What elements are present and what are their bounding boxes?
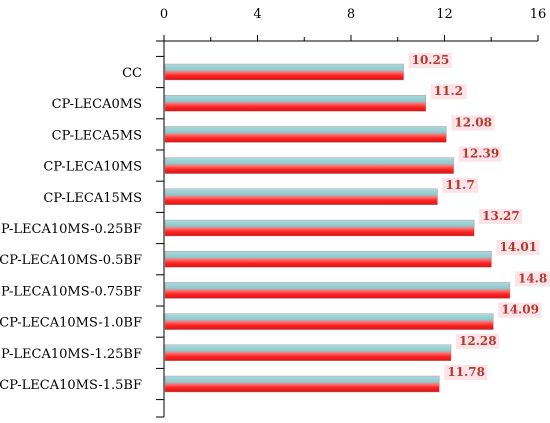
data-label-background bbox=[496, 240, 540, 256]
x-tick-label: 0 bbox=[160, 7, 168, 22]
bar bbox=[164, 94, 426, 112]
data-label: 14.01 bbox=[499, 240, 537, 254]
data-label: 11.7 bbox=[445, 178, 474, 192]
data-label-background bbox=[458, 146, 502, 162]
data-label-background bbox=[430, 84, 467, 100]
data-label: 12.08 bbox=[454, 115, 492, 129]
category-label: CP-LECA10MS-1.5BF bbox=[0, 378, 142, 393]
category-label: CP-LECA0MS bbox=[52, 97, 142, 112]
category-label: CP-LECA10MS-0.75BF bbox=[0, 284, 142, 299]
category-label: CP-LECA5MS bbox=[52, 128, 142, 143]
data-label-background bbox=[456, 333, 500, 349]
data-label-background bbox=[514, 271, 550, 287]
data-label-background bbox=[442, 177, 479, 193]
x-tick-label: 16 bbox=[530, 7, 547, 22]
bar bbox=[164, 250, 492, 268]
data-label-background bbox=[408, 53, 452, 68]
axes: 0 4 8 12 16 CC CP-LECA0MS CP-LECA5MS CP-LECA10MS… bbox=[0, 7, 547, 418]
category-label: CP-LECA10MS-1.0BF bbox=[0, 316, 142, 331]
category-label: CP-LECA10MS-0.25BF bbox=[0, 222, 142, 237]
data-label-background bbox=[498, 302, 542, 318]
category-label: CP-LECA15MS bbox=[43, 191, 142, 206]
labels: 10.25 11.2 12.08 12.39 11.7 13.27 14.01 14.8 14.… bbox=[408, 53, 550, 380]
bar bbox=[164, 375, 440, 393]
data-label: 12.28 bbox=[459, 334, 497, 348]
data-label: 11.2 bbox=[434, 84, 463, 98]
category-label: CP-LECA10MS-0.5BF bbox=[0, 253, 142, 268]
data-label: 10.25 bbox=[412, 53, 450, 67]
category-label: CP-LECA10MS-1.25BF bbox=[0, 347, 142, 362]
data-label: 14.8 bbox=[518, 271, 547, 285]
data-label-background bbox=[451, 115, 495, 131]
category-label: CP-LECA10MS bbox=[43, 160, 142, 175]
bar bbox=[164, 126, 447, 143]
data-label-background bbox=[444, 365, 488, 380]
bar bbox=[164, 313, 494, 330]
data-label: 12.39 bbox=[462, 147, 500, 161]
bar bbox=[164, 63, 404, 81]
bar bbox=[164, 188, 438, 206]
bar bbox=[164, 219, 475, 237]
data-label: 11.78 bbox=[447, 365, 485, 379]
bar bbox=[164, 344, 452, 361]
x-tick-label: 12 bbox=[436, 7, 453, 22]
data-label-background bbox=[479, 209, 523, 224]
data-label: 14.09 bbox=[501, 303, 539, 317]
data-label: 13.27 bbox=[482, 209, 520, 223]
bar bbox=[164, 282, 511, 299]
bars bbox=[164, 63, 511, 393]
x-tick-label: 8 bbox=[347, 7, 355, 22]
x-tick-label: 4 bbox=[253, 7, 261, 22]
category-label: CC bbox=[122, 66, 142, 81]
bar bbox=[164, 157, 454, 174]
